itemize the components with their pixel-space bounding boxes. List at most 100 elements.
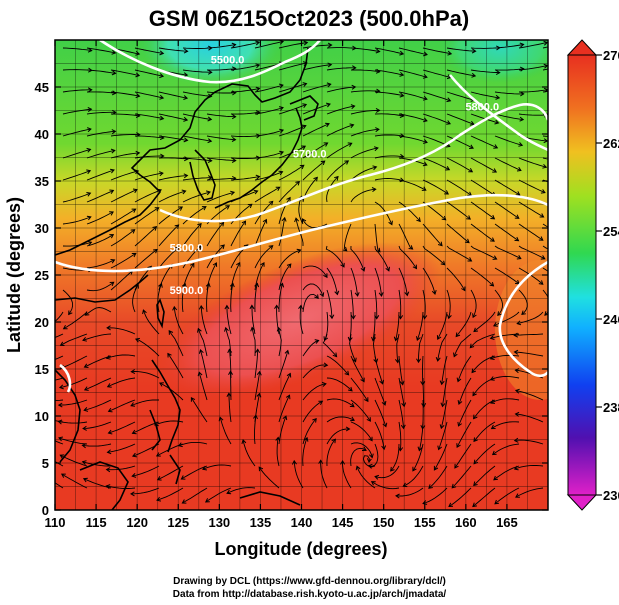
streamline-arrow (174, 246, 180, 252)
orange-region-east (495, 260, 548, 400)
streamline (254, 41, 284, 49)
contour-label: 5700.0 (293, 149, 327, 161)
streamline-arrow (375, 127, 380, 133)
streamline (254, 129, 284, 137)
streamline-arrow (495, 94, 501, 100)
streamline (278, 350, 289, 379)
streamline-arrow (229, 282, 235, 288)
streamline (254, 84, 284, 93)
streamline (490, 333, 520, 339)
streamline-arrow (154, 207, 160, 212)
streamline (134, 47, 164, 54)
streamline (326, 438, 336, 467)
streamline (86, 234, 114, 247)
streamline-arrow (352, 357, 357, 363)
streamline-arrow (302, 103, 308, 109)
streamline-arrow (87, 87, 93, 93)
streamline (470, 157, 497, 173)
streamline-arrow (492, 255, 498, 260)
streamline (206, 283, 210, 313)
streamline-arrow (275, 186, 281, 191)
streamline (374, 178, 404, 182)
streamline-arrow (258, 466, 264, 472)
streamline (350, 377, 369, 402)
streamline (302, 160, 325, 181)
streamline (200, 305, 208, 335)
streamline (293, 460, 304, 489)
streamline-arrow (274, 304, 280, 310)
x-axis-label: Longitude (degrees) (214, 539, 387, 559)
streamline (343, 223, 352, 252)
streamline (446, 223, 470, 243)
streamline (446, 113, 475, 125)
streamline-arrow (540, 189, 546, 194)
streamline-arrow (298, 304, 303, 310)
streamline-arrow (83, 363, 89, 368)
streamline (469, 333, 496, 348)
streamline (302, 265, 328, 278)
streamline-arrow (57, 402, 63, 408)
streamline (418, 421, 424, 451)
streamline-arrow (441, 215, 447, 221)
streamline-arrow (372, 165, 378, 171)
streamline (418, 333, 424, 363)
streamline (202, 464, 232, 470)
streamline-arrow (493, 322, 498, 327)
streamline (470, 135, 498, 149)
streamline (398, 179, 427, 191)
streamline (350, 128, 379, 137)
streamline (416, 311, 424, 341)
streamline (302, 142, 328, 159)
streamline (326, 86, 356, 93)
streamline (412, 443, 424, 472)
streamline (230, 176, 260, 181)
streamline-arrow (314, 339, 320, 344)
streamline (86, 130, 116, 137)
streamline (254, 245, 273, 269)
streamline (350, 447, 367, 467)
streamline-arrow (39, 472, 43, 476)
streamline-arrow (433, 465, 439, 471)
streamline-arrow (107, 429, 113, 435)
streamline (206, 135, 236, 141)
streamline-arrow (327, 62, 333, 68)
streamline-arrow (539, 213, 545, 218)
streamline-arrow (249, 304, 255, 310)
streamline-arrow (513, 332, 519, 338)
streamline-arrow (400, 424, 406, 430)
streamline (254, 219, 267, 247)
streamline (55, 377, 64, 381)
streamline-arrow (489, 376, 495, 381)
streamline (446, 201, 471, 220)
streamline (206, 262, 217, 291)
streamline (446, 91, 475, 101)
streamline (374, 134, 404, 137)
streamline-arrow (197, 245, 202, 250)
streamline (82, 443, 112, 447)
streamline (134, 69, 164, 77)
streamline-arrow (231, 42, 237, 48)
streamline-arrow (255, 63, 261, 69)
streamline (132, 421, 160, 434)
x-tick-label: 135 (250, 515, 272, 530)
streamline (110, 134, 140, 137)
streamline-arrow (132, 188, 138, 194)
streamline (182, 263, 195, 291)
streamline-arrow (87, 107, 93, 112)
streamline-arrow (294, 217, 300, 223)
streamline-arrow (318, 400, 324, 405)
credit-data: Data from http://database.rish.kyoto-u.a… (172, 589, 447, 600)
streamline (422, 91, 451, 102)
streamline-arrow (278, 170, 284, 176)
streamline-arrow (329, 314, 335, 320)
streamline (86, 211, 114, 225)
streamline (158, 175, 188, 181)
streamline-arrow (109, 168, 115, 174)
streamline (350, 47, 380, 53)
streamline-arrow (371, 187, 377, 192)
colorbar-tick-label: 238 (603, 400, 619, 415)
streamline-arrow (489, 355, 495, 360)
streamline (514, 351, 544, 357)
streamline-arrow (131, 452, 137, 458)
streamline-arrow (220, 244, 225, 250)
